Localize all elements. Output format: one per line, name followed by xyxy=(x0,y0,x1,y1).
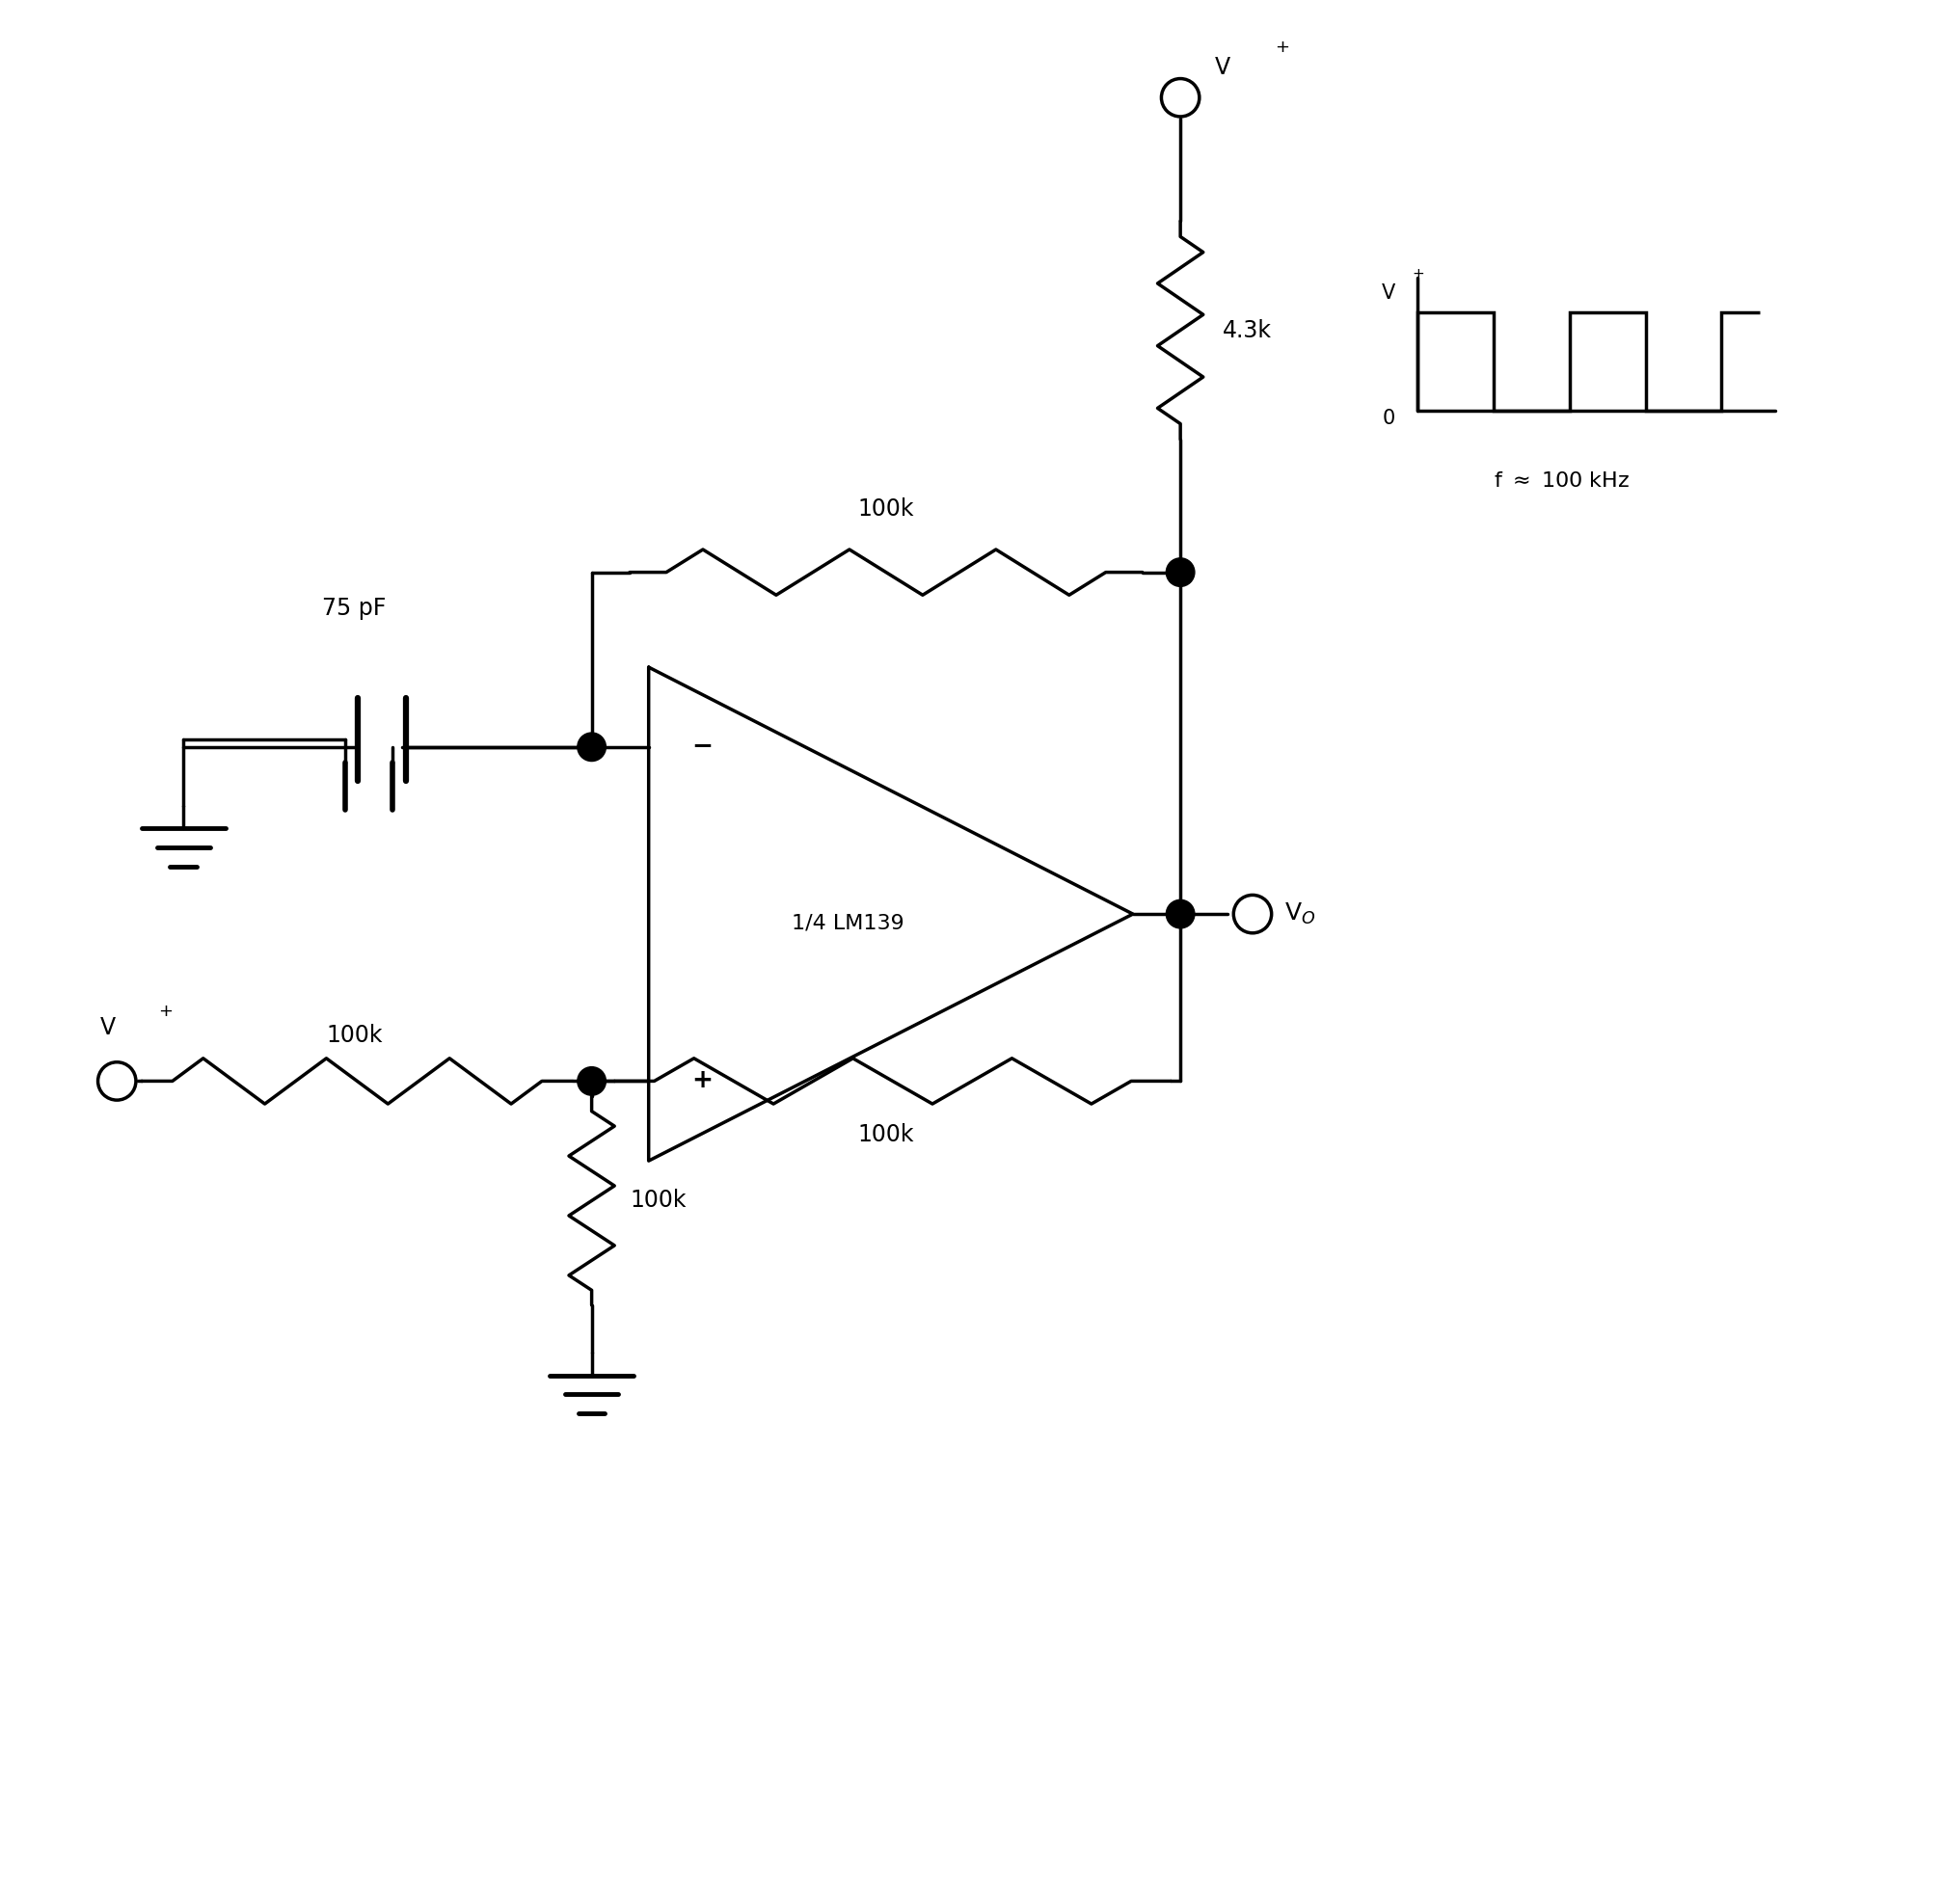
Circle shape xyxy=(97,1062,136,1101)
Text: +: + xyxy=(691,1068,713,1093)
Circle shape xyxy=(1233,895,1270,933)
Text: V: V xyxy=(1214,55,1229,78)
Text: 75 pF: 75 pF xyxy=(322,596,386,619)
Circle shape xyxy=(1165,558,1194,586)
Text: 100k: 100k xyxy=(629,1190,686,1213)
Text: 100k: 100k xyxy=(858,1123,915,1146)
Circle shape xyxy=(1165,901,1194,929)
Text: −: − xyxy=(691,735,713,760)
Text: V: V xyxy=(99,1017,115,1040)
Text: f $\approx$ 100 kHz: f $\approx$ 100 kHz xyxy=(1493,472,1629,491)
Circle shape xyxy=(577,1066,606,1095)
Circle shape xyxy=(577,733,606,762)
Text: 0: 0 xyxy=(1381,409,1394,428)
Text: +: + xyxy=(1274,38,1289,55)
Text: 1/4 LM139: 1/4 LM139 xyxy=(790,914,903,933)
Text: 100k: 100k xyxy=(858,497,915,522)
Text: 100k: 100k xyxy=(326,1024,383,1047)
Text: +: + xyxy=(1412,267,1423,282)
Text: 4.3k: 4.3k xyxy=(1222,318,1270,341)
Circle shape xyxy=(1161,78,1198,116)
Text: +: + xyxy=(159,1003,173,1021)
Text: V: V xyxy=(1381,284,1394,303)
Text: V$_O$: V$_O$ xyxy=(1284,901,1315,927)
